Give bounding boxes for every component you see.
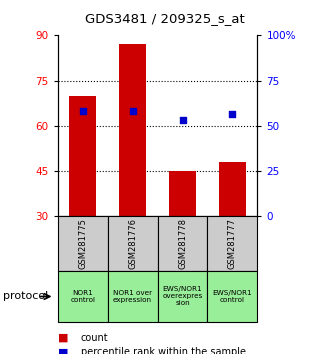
Bar xyxy=(108,271,158,322)
Bar xyxy=(158,216,208,271)
Point xyxy=(180,117,185,122)
Text: EWS/NOR1
control: EWS/NOR1 control xyxy=(213,290,252,303)
Text: EWS/NOR1
overexpres
sion: EWS/NOR1 overexpres sion xyxy=(162,286,203,307)
Bar xyxy=(219,162,246,216)
Bar xyxy=(208,271,257,322)
Point xyxy=(80,108,85,113)
Text: ■: ■ xyxy=(58,347,68,354)
Bar xyxy=(169,171,196,216)
Point xyxy=(230,111,235,116)
Bar xyxy=(58,216,108,271)
Text: NOR1
control: NOR1 control xyxy=(70,290,95,303)
Text: count: count xyxy=(81,333,109,343)
Bar xyxy=(158,271,208,322)
Bar xyxy=(108,216,158,271)
Text: GDS3481 / 209325_s_at: GDS3481 / 209325_s_at xyxy=(85,12,245,25)
Text: ■: ■ xyxy=(58,333,68,343)
Bar xyxy=(69,96,96,216)
Text: percentile rank within the sample: percentile rank within the sample xyxy=(81,347,246,354)
Text: NOR1 over
expression: NOR1 over expression xyxy=(113,290,152,303)
Bar xyxy=(58,271,108,322)
Bar xyxy=(119,44,146,216)
Text: GSM281776: GSM281776 xyxy=(128,218,137,269)
Bar xyxy=(208,216,257,271)
Text: GSM281775: GSM281775 xyxy=(78,218,87,269)
Text: protocol: protocol xyxy=(3,291,49,302)
Text: GSM281777: GSM281777 xyxy=(228,218,237,269)
Text: GSM281778: GSM281778 xyxy=(178,218,187,269)
Point xyxy=(130,108,135,113)
